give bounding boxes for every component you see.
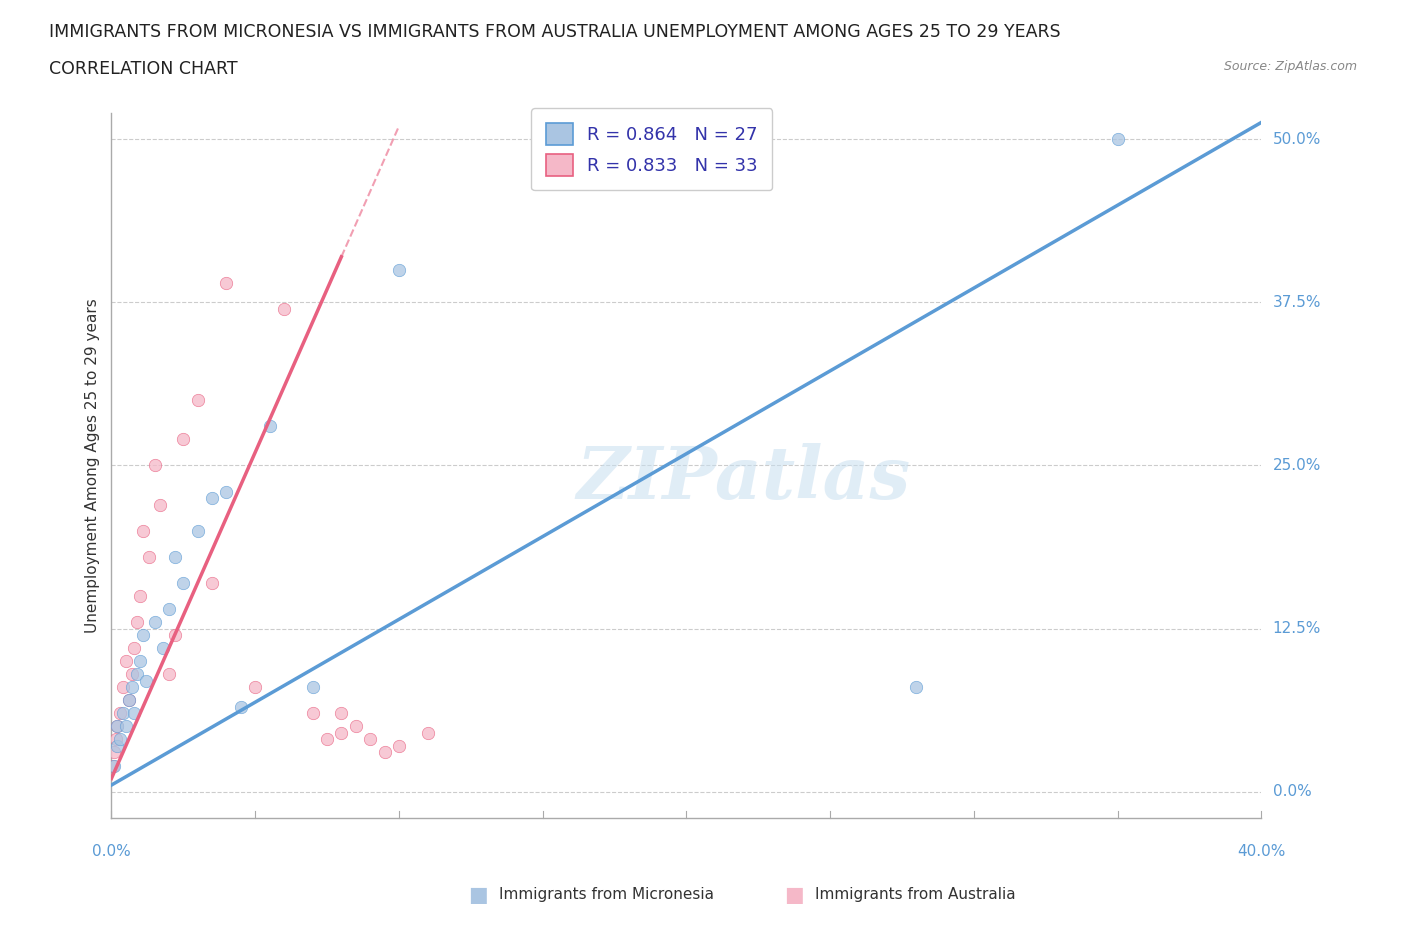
Point [121,680,143,695]
Point [187,524,209,538]
Point [201,576,224,591]
Point [105,719,128,734]
Point [905,680,928,695]
Point [316,732,339,747]
Point [172,432,194,446]
Point [416,725,439,740]
Point [118,693,141,708]
Point [301,706,323,721]
Point [330,725,353,740]
Point [118,693,141,708]
Point [143,458,166,473]
Point [132,524,155,538]
Text: Source: ZipAtlas.com: Source: ZipAtlas.com [1223,60,1357,73]
Point [103,758,125,773]
Point [163,550,186,565]
Point [259,418,281,433]
Point [124,641,146,656]
Text: 25.0%: 25.0% [1272,458,1322,473]
Point [243,680,266,695]
Text: 0.0%: 0.0% [1272,784,1312,799]
Point [105,719,128,734]
Point [157,602,180,617]
Point [143,615,166,630]
Text: 50.0%: 50.0% [1272,132,1322,147]
Point [103,745,125,760]
Point [108,732,131,747]
Point [201,491,224,506]
Point [373,745,395,760]
Point [163,628,186,643]
Text: 40.0%: 40.0% [1237,844,1285,858]
Point [330,706,353,721]
Point [359,732,381,747]
Point [127,667,149,682]
Point [1107,132,1129,147]
Point [149,498,172,512]
Point [229,699,252,714]
Point [273,301,295,316]
Point [215,275,238,290]
Point [135,673,157,688]
Point [187,392,209,407]
Point [114,654,136,669]
Point [127,615,149,630]
Point [129,589,152,604]
Point [388,738,411,753]
Point [104,732,127,747]
Text: ■: ■ [468,884,488,905]
Text: IMMIGRANTS FROM MICRONESIA VS IMMIGRANTS FROM AUSTRALIA UNEMPLOYMENT AMONG AGES : IMMIGRANTS FROM MICRONESIA VS IMMIGRANTS… [49,23,1062,41]
Text: 0.0%: 0.0% [91,844,131,858]
Point [172,576,194,591]
Point [111,680,134,695]
Point [138,550,160,565]
Text: ■: ■ [785,884,804,905]
Text: 12.5%: 12.5% [1272,621,1322,636]
Text: CORRELATION CHART: CORRELATION CHART [49,60,238,78]
Text: ZIPatlas: ZIPatlas [576,443,911,514]
Text: Immigrants from Micronesia: Immigrants from Micronesia [499,887,714,902]
Y-axis label: Unemployment Among Ages 25 to 29 years: Unemployment Among Ages 25 to 29 years [86,299,100,632]
Point [344,719,367,734]
Point [132,628,155,643]
Point [301,680,323,695]
Point [129,654,152,669]
Text: 37.5%: 37.5% [1272,295,1322,310]
Point [388,262,411,277]
Point [108,706,131,721]
Point [152,641,174,656]
Legend: R = 0.864   N = 27, R = 0.833   N = 33: R = 0.864 N = 27, R = 0.833 N = 33 [531,108,772,191]
Point [124,706,146,721]
Text: Immigrants from Australia: Immigrants from Australia [815,887,1017,902]
Point [101,758,124,773]
Point [121,667,143,682]
Point [114,719,136,734]
Point [105,738,128,753]
Point [157,667,180,682]
Point [215,485,238,499]
Point [111,706,134,721]
